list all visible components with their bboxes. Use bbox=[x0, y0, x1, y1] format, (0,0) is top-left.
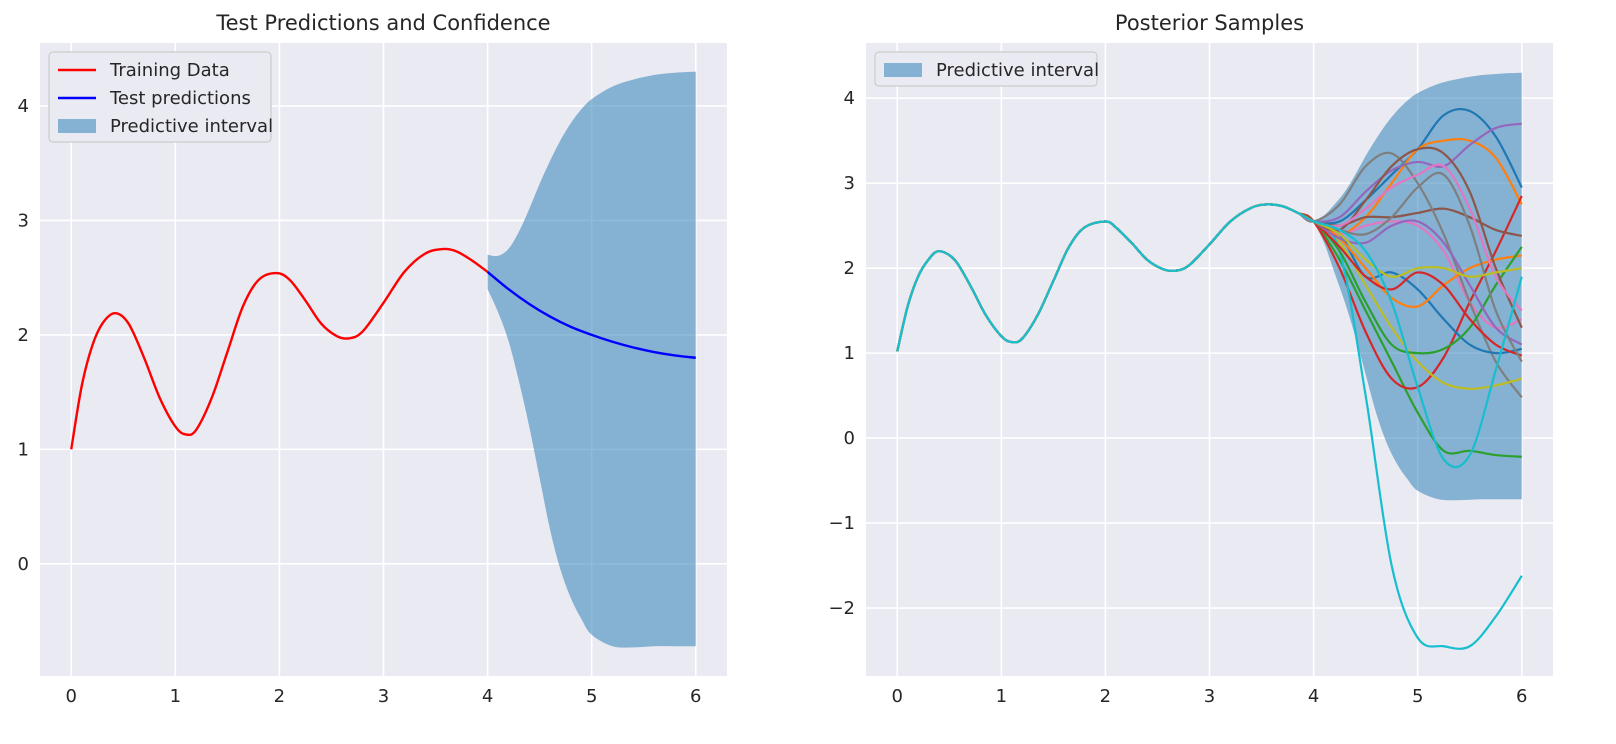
predictions-panel: Test Predictions and Confidence 0 1 2 3 4 5 60… bbox=[18, 11, 727, 707]
y-tick-label: 0 bbox=[844, 428, 855, 449]
predictive-interval-band bbox=[487, 71, 696, 648]
x-tick-label: 2 bbox=[274, 686, 285, 707]
x-tick-label: 0 bbox=[892, 686, 903, 707]
posterior-panel: Posterior Samples 0 1 2 3 4 5 6 −2 −1 0 1 2 3 4 Predi… bbox=[828, 11, 1553, 707]
posterior-panel-title: Posterior Samples bbox=[1115, 11, 1304, 35]
x-tick-label: 5 bbox=[1412, 686, 1423, 707]
posterior-legend: Predictive interval bbox=[874, 51, 1099, 87]
series-line bbox=[486, 271, 696, 359]
predictions-tick-labels: 0 1 2 3 4 5 6 0 1 2 3 4 bbox=[18, 96, 702, 707]
x-tick-label: 1 bbox=[170, 686, 181, 707]
y-tick-label: 3 bbox=[844, 173, 855, 194]
legend-label: Predictive interval bbox=[110, 116, 273, 137]
x-tick-label: 4 bbox=[482, 686, 493, 707]
x-tick-label: 2 bbox=[1100, 686, 1111, 707]
y-tick-label: 2 bbox=[844, 258, 855, 279]
predictions-legend: Training Data Test predictions Predictive … bbox=[48, 51, 273, 143]
y-tick-label: 0 bbox=[18, 554, 29, 575]
x-tick-label: 3 bbox=[378, 686, 389, 707]
predictions-legend-box bbox=[48, 51, 272, 143]
x-tick-label: 0 bbox=[66, 686, 77, 707]
x-tick-label: 5 bbox=[586, 686, 597, 707]
y-tick-label: −1 bbox=[828, 513, 855, 534]
predictions-interval-layer bbox=[487, 71, 696, 648]
x-tick-label: 4 bbox=[1308, 686, 1319, 707]
legend-label: Predictive interval bbox=[936, 60, 1099, 81]
posterior-sample-line bbox=[896, 203, 1523, 469]
legend-label: Training Data bbox=[109, 60, 230, 81]
x-tick-label: 3 bbox=[1204, 686, 1215, 707]
y-tick-label: 2 bbox=[18, 325, 29, 346]
y-tick-label: 1 bbox=[18, 439, 29, 460]
legend-label: Test predictions bbox=[109, 88, 251, 109]
y-tick-label: 4 bbox=[844, 88, 855, 109]
predictions-lines-layer bbox=[70, 247, 696, 450]
y-tick-label: −2 bbox=[828, 598, 855, 619]
y-tick-label: 1 bbox=[844, 343, 855, 364]
posterior-tick-labels: 0 1 2 3 4 5 6 −2 −1 0 1 2 3 4 bbox=[828, 88, 1527, 707]
predictions-panel-title: Test Predictions and Confidence bbox=[215, 11, 550, 35]
y-tick-label: 4 bbox=[18, 96, 29, 117]
x-tick-label: 1 bbox=[996, 686, 1007, 707]
series-line bbox=[70, 247, 489, 450]
x-tick-label: 6 bbox=[690, 686, 701, 707]
legend-patch-swatch bbox=[884, 63, 922, 77]
posterior-interval-layer bbox=[1313, 72, 1522, 501]
posterior-legend-box bbox=[874, 51, 1098, 87]
posterior-samples-layer bbox=[896, 107, 1523, 650]
predictive-interval-band bbox=[1313, 72, 1522, 501]
y-tick-label: 3 bbox=[18, 210, 29, 231]
legend-patch-swatch bbox=[58, 119, 96, 133]
x-tick-label: 6 bbox=[1516, 686, 1527, 707]
